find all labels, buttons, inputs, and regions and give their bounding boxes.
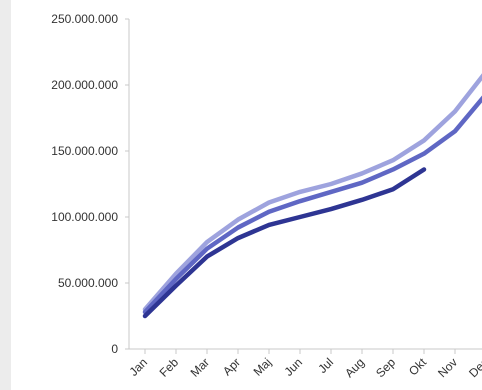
y-tick-label: 250.000.000 (51, 12, 118, 26)
series-line-3 (142, 167, 427, 319)
series-line-2 (142, 95, 482, 315)
y-axis-ticks: 0 50.000.000 100.000.000 150.000.000 200.000… (51, 12, 129, 356)
x-tick-label: Sep (373, 355, 398, 380)
x-tick-label: Mar (188, 355, 213, 380)
y-tick-label: 100.000.000 (51, 210, 118, 224)
x-tick-label: Okt (406, 355, 430, 379)
x-tick-label: Apr (220, 355, 243, 378)
x-tick-label: Feb (157, 355, 182, 380)
series-lines (142, 73, 482, 319)
x-tick-label: Jan (127, 355, 151, 379)
x-tick-label: Nov (435, 355, 460, 380)
y-tick-label: 0 (111, 342, 118, 356)
left-panel-strip (0, 0, 11, 390)
x-tick-label: Aug (342, 355, 367, 380)
x-tick-label: Jun (282, 355, 306, 379)
x-axis-ticks: Jan Feb Mar Apr Maj Jun Jul Aug Sep Okt Nov Dec (127, 349, 482, 380)
y-tick-label: 150.000.000 (51, 144, 118, 158)
x-tick-label: Jul (315, 355, 336, 376)
y-tick-label: 200.000.000 (51, 78, 118, 92)
series-line-1 (142, 73, 482, 312)
y-tick-label: 50.000.000 (58, 276, 118, 290)
x-tick-label: Dec (466, 355, 482, 380)
x-tick-label: Maj (251, 355, 275, 379)
